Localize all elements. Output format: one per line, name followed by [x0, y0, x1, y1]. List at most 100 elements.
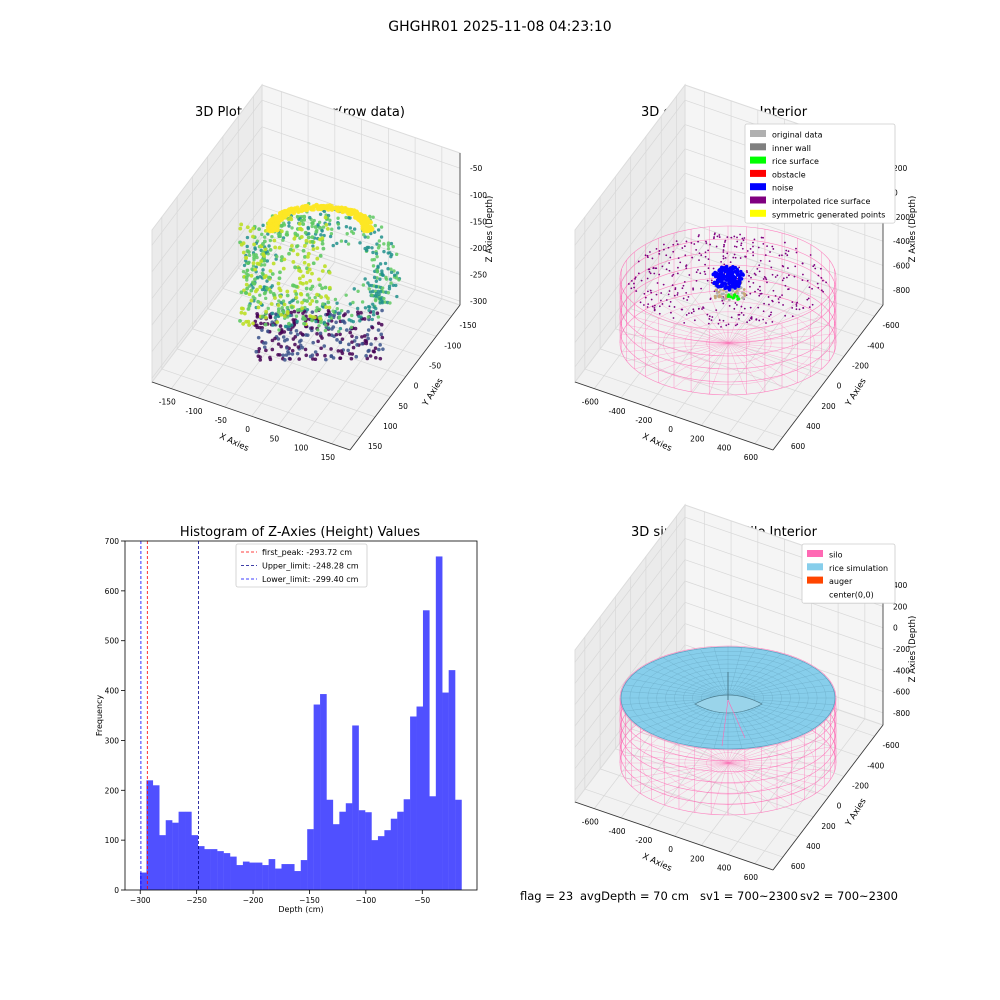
- rice-surface-point: [727, 293, 731, 297]
- data-point: [295, 300, 300, 304]
- data-point: [320, 336, 324, 340]
- data-point: [246, 307, 251, 311]
- y-tick-label: 150: [368, 442, 383, 451]
- rice-mesh-spoke: [674, 653, 729, 699]
- histogram-bar: [249, 862, 256, 890]
- data-point: [296, 345, 301, 349]
- interpolated-point: [760, 236, 763, 239]
- interpolated-point: [735, 303, 738, 306]
- classify-legend-swatch: [750, 196, 766, 204]
- interpolated-point: [722, 255, 725, 258]
- silo-floor-spoke: [621, 754, 729, 764]
- data-point: [310, 271, 314, 276]
- interpolated-point: [712, 267, 715, 270]
- data-point: [285, 289, 290, 294]
- interpolated-point: [722, 245, 725, 248]
- data-point: [284, 211, 289, 216]
- rice-mesh-spoke: [652, 661, 729, 699]
- data-point: [310, 221, 315, 225]
- data-point: [340, 337, 345, 341]
- data-point: [244, 255, 248, 260]
- x-tick-label: 400: [717, 444, 732, 453]
- data-point: [327, 270, 332, 275]
- silo-floor-spoke: [727, 291, 747, 344]
- data-point: [345, 207, 350, 213]
- simulation-legend-entry: center(0,0): [829, 590, 874, 599]
- histogram-bar: [262, 865, 269, 890]
- data-point: [372, 230, 377, 234]
- interpolated-point: [698, 259, 700, 262]
- data-point: [297, 276, 302, 281]
- rice-surface-point: [736, 297, 740, 301]
- grid-line: [676, 247, 875, 317]
- histogram-bar: [384, 830, 392, 890]
- data-point: [360, 335, 364, 339]
- grid-line: [684, 580, 884, 650]
- data-point: [301, 222, 306, 226]
- noise-point: [726, 269, 731, 273]
- histogram-bar: [313, 704, 321, 890]
- interpolated-point: [726, 236, 729, 239]
- interpolated-point: [684, 254, 687, 257]
- data-point: [324, 323, 328, 327]
- data-point: [341, 313, 346, 318]
- panel-simulation-3d: -600 -400 -200 0 200 400 600 600 400 200 0 -200 -400…: [574, 503, 918, 882]
- data-point: [310, 326, 314, 330]
- classify-legend-box: [744, 123, 896, 224]
- data-point: [305, 293, 310, 297]
- interpolated-point: [769, 313, 772, 316]
- data-point: [312, 218, 316, 223]
- data-point: [313, 350, 318, 354]
- silo-floor-spoke: [727, 294, 766, 344]
- x-tick-label: -150: [159, 398, 176, 407]
- panel-title-histogram: Histogram of Z-Axies (Height) Values: [180, 525, 420, 540]
- interpolated-point: [722, 319, 725, 322]
- y-tick-label: 300: [105, 736, 120, 745]
- interpolated-point: [742, 239, 745, 242]
- data-point: [246, 261, 250, 266]
- data-point: [319, 346, 323, 351]
- histogram-bar: [204, 849, 211, 890]
- histogram-legend-entry: Upper_limit: -248.28 cm: [262, 562, 359, 571]
- original-point: [729, 292, 733, 296]
- y-tick-label: -50: [429, 361, 441, 370]
- interpolated-point: [693, 319, 696, 322]
- data-point: [289, 310, 293, 315]
- silo-floor-spoke: [727, 302, 798, 344]
- z-tick-label: -800: [893, 286, 910, 295]
- interpolated-point: [739, 257, 742, 259]
- data-point: [306, 254, 310, 259]
- interpolated-point: [752, 245, 754, 248]
- interpolated-point: [685, 240, 688, 243]
- data-point: [246, 319, 251, 324]
- data-point: [276, 307, 281, 312]
- silo-floor-spoke: [727, 762, 825, 787]
- interpolated-point: [738, 317, 740, 320]
- histogram-bar: [140, 872, 147, 890]
- data-point: [244, 275, 249, 280]
- interpolated-point: [651, 257, 654, 260]
- data-point: [239, 222, 244, 227]
- noise-point: [739, 269, 743, 274]
- grid-line: [304, 289, 416, 435]
- interpolated-point: [648, 270, 651, 273]
- data-point: [358, 241, 362, 245]
- data-point: [279, 312, 284, 317]
- data-point: [270, 338, 275, 343]
- interpolated-point: [660, 292, 663, 294]
- data-point: [348, 302, 353, 306]
- data-point: [371, 313, 376, 317]
- data-point: [239, 310, 244, 315]
- data-point: [292, 206, 298, 211]
- data-point: [249, 273, 254, 278]
- interpolated-point: [692, 288, 695, 291]
- data-point: [290, 352, 295, 356]
- data-point: [276, 303, 281, 308]
- rice-dip: [694, 694, 763, 714]
- data-point: [258, 358, 263, 362]
- z-tick-label: 200: [893, 164, 908, 173]
- interpolated-point: [783, 241, 786, 244]
- histogram-bar: [455, 799, 462, 890]
- interpolated-point: [752, 251, 754, 254]
